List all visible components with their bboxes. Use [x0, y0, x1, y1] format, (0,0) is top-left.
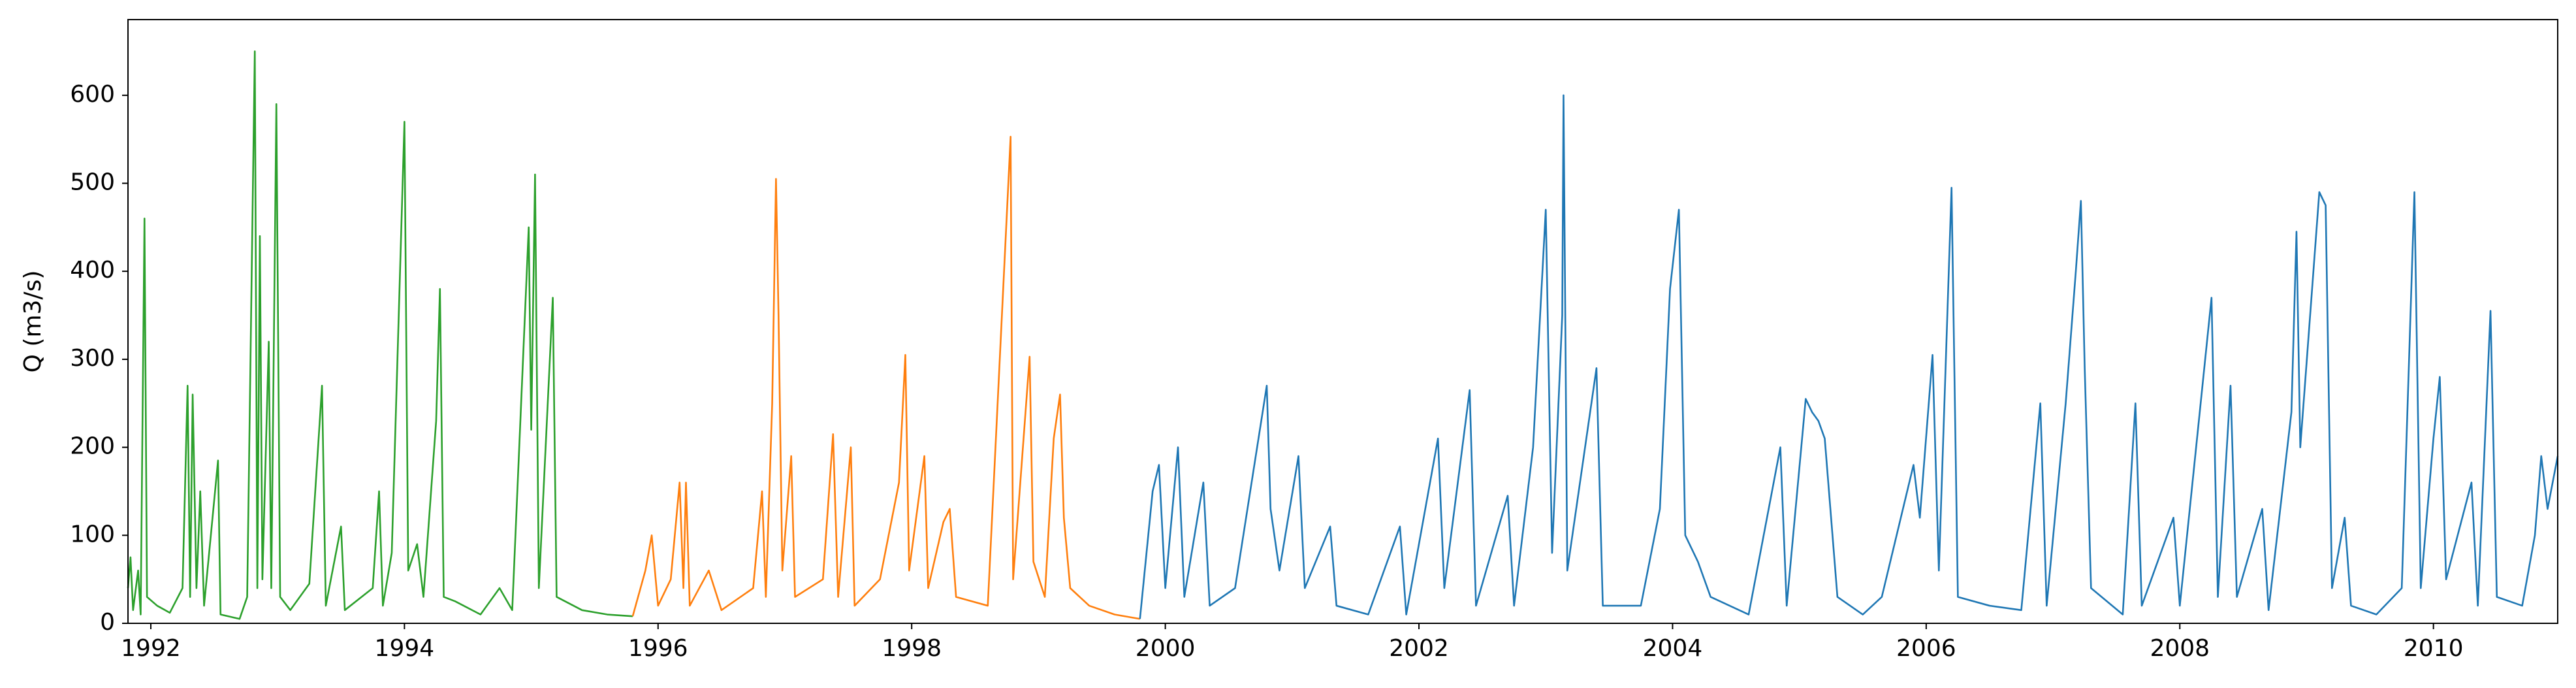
x-tick-label: 2002	[1389, 635, 1449, 662]
y-tick-label: 100	[70, 521, 115, 548]
plot-frame	[127, 19, 2558, 624]
x-tick-label: 1996	[628, 635, 688, 662]
x-tick-label: 1998	[882, 635, 942, 662]
x-tick-label: 1994	[375, 635, 435, 662]
y-axis-label: Q (m3/s)	[20, 270, 46, 373]
y-tick-label: 200	[70, 433, 115, 460]
x-tick-label: 2006	[1896, 635, 1956, 662]
series-line	[127, 50, 633, 620]
x-tick-label: 2004	[1643, 635, 1703, 662]
x-tick-label: 2000	[1136, 635, 1196, 662]
y-tick-label: 600	[70, 81, 115, 108]
x-tick-label: 2008	[2150, 635, 2210, 662]
y-tick-label: 400	[70, 257, 115, 284]
series-line	[631, 135, 1140, 620]
y-tick-label: 300	[70, 345, 115, 372]
x-tick-label: 1992	[121, 635, 181, 662]
y-tick-label: 0	[100, 609, 115, 636]
x-tick-label: 2010	[2404, 635, 2464, 662]
series-line	[1139, 94, 2559, 619]
y-tick-label: 500	[70, 169, 115, 196]
